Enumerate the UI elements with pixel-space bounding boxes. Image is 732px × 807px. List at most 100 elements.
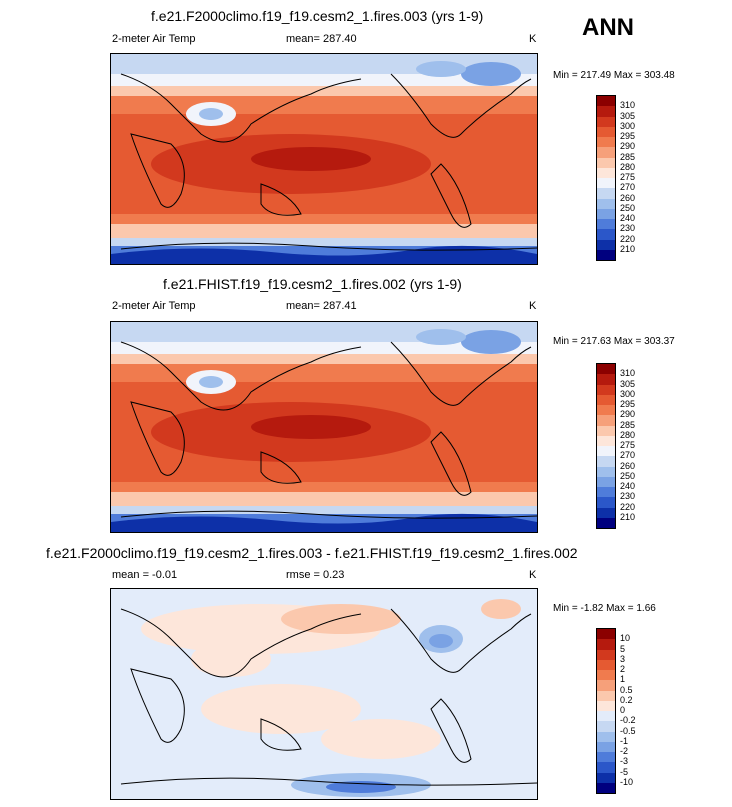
- colorbar-tick-label: 295: [620, 399, 636, 409]
- panel-3-map-svg: [111, 589, 537, 799]
- colorbar-swatch: [597, 680, 615, 691]
- colorbar-swatch: [597, 670, 615, 681]
- colorbar-swatch: [597, 456, 615, 467]
- colorbar-swatch: [597, 476, 615, 487]
- colorbar-tick-label: 10: [620, 633, 631, 644]
- colorbar-tick-label: -1: [620, 735, 629, 746]
- panel-2-colorbar: [596, 363, 616, 529]
- colorbar-swatch: [597, 415, 615, 426]
- colorbar-tick-label: 210: [620, 511, 636, 522]
- panel-3-map: [110, 588, 538, 800]
- panel-2-mean-label: mean= 287.41: [286, 300, 357, 312]
- colorbar-tick-label: 1: [620, 674, 626, 685]
- colorbar-tick-label: -0.5: [620, 725, 636, 736]
- colorbar-swatch: [597, 198, 615, 209]
- colorbar-tick-label: 0: [620, 705, 626, 715]
- colorbar-tick-label: 230: [620, 491, 636, 502]
- colorbar-swatch: [597, 229, 615, 240]
- colorbar-tick-label: -10: [620, 776, 634, 787]
- colorbar-tick-label: 3: [620, 653, 626, 664]
- colorbar-tick-label: 2: [620, 664, 626, 674]
- colorbar-swatch: [597, 405, 615, 416]
- colorbar-tick-label: 290: [620, 141, 636, 152]
- colorbar-tick-label: 310: [620, 368, 636, 379]
- panel-1-variable-label: 2-meter Air Temp: [112, 33, 196, 45]
- panel-2-minmax: Min = 217.63 Max = 303.37: [553, 336, 675, 347]
- colorbar-swatch: [597, 178, 615, 189]
- colorbar-tick-label: 0.5: [620, 684, 633, 695]
- colorbar-swatch: [597, 762, 615, 773]
- colorbar-swatch: [597, 497, 615, 508]
- colorbar-tick-label: 250: [620, 470, 636, 481]
- colorbar-tick-label: -3: [620, 756, 629, 767]
- panel-2-variable-label: 2-meter Air Temp: [112, 300, 196, 312]
- colorbar-tick-label: 300: [620, 388, 636, 399]
- colorbar-tick-label: 270: [620, 450, 636, 461]
- colorbar-tick-label: 240: [620, 481, 636, 491]
- panel-1-map-svg: [111, 54, 537, 264]
- colorbar-swatch: [597, 659, 615, 670]
- colorbar-swatch: [597, 517, 615, 528]
- colorbar-swatch: [597, 752, 615, 763]
- colorbar-swatch: [597, 116, 615, 127]
- colorbar-swatch: [597, 384, 615, 395]
- colorbar-tick-label: 310: [620, 100, 636, 111]
- panel-3-mean-label: mean = -0.01: [112, 569, 178, 581]
- colorbar-swatch: [597, 446, 615, 457]
- colorbar-swatch: [597, 772, 615, 783]
- colorbar-tick-label: 280: [620, 429, 636, 440]
- panel-1-map: [110, 53, 538, 265]
- colorbar-swatch: [597, 167, 615, 178]
- colorbar-swatch: [597, 466, 615, 477]
- panel-2-map: [110, 321, 538, 533]
- panel-3-minmax: Min = -1.82 Max = 1.66: [553, 603, 656, 614]
- colorbar-swatch: [597, 364, 615, 375]
- colorbar-swatch: [597, 374, 615, 385]
- colorbar-tick-label: 240: [620, 213, 636, 223]
- colorbar-tick-label: 275: [620, 440, 636, 450]
- colorbar-tick-label: 220: [620, 233, 636, 244]
- colorbar-tick-label: 295: [620, 131, 636, 141]
- panel-1-mean-label: mean= 287.40: [286, 33, 357, 45]
- colorbar-swatch: [597, 147, 615, 158]
- colorbar-swatch: [597, 629, 615, 640]
- panel-1-units-label: K: [529, 33, 537, 45]
- colorbar-swatch: [597, 394, 615, 405]
- panel-1-colorbar: [596, 95, 616, 261]
- colorbar-swatch: [597, 721, 615, 732]
- colorbar-tick-label: 285: [620, 419, 636, 430]
- panel-1-minmax: Min = 217.49 Max = 303.48: [553, 70, 675, 81]
- colorbar-tick-label: 260: [620, 192, 636, 203]
- colorbar-swatch: [597, 208, 615, 219]
- colorbar-tick-label: 285: [620, 151, 636, 162]
- panel-2-title: f.e21.FHIST.f19_f19.cesm2_1.fires.002 (y…: [163, 276, 462, 292]
- colorbar-swatch: [597, 219, 615, 230]
- colorbar-tick-label: 230: [620, 223, 636, 234]
- panel-3-title: f.e21.F2000climo.f19_f19.cesm2_1.fires.0…: [46, 545, 578, 561]
- colorbar-swatch: [597, 639, 615, 650]
- panel-3-colorbar: [596, 628, 616, 794]
- colorbar-tick-label: 210: [620, 243, 636, 254]
- panel-2-units-label: K: [529, 300, 537, 312]
- colorbar-swatch: [597, 188, 615, 199]
- colorbar-tick-label: -2: [620, 746, 629, 756]
- colorbar-tick-label: 280: [620, 161, 636, 172]
- colorbar-swatch: [597, 700, 615, 711]
- colorbar-swatch: [597, 782, 615, 793]
- colorbar-tick-label: -5: [620, 766, 629, 777]
- panel-3-units-label: K: [529, 569, 537, 581]
- colorbar-swatch: [597, 435, 615, 446]
- colorbar-tick-label: 220: [620, 501, 636, 512]
- colorbar-tick-label: 305: [620, 110, 636, 121]
- colorbar-tick-label: 260: [620, 460, 636, 471]
- panel-3-rmse-label: rmse = 0.23: [286, 569, 345, 581]
- panel-2-map-svg: [111, 322, 537, 532]
- colorbar-swatch: [597, 126, 615, 137]
- colorbar-swatch: [597, 157, 615, 168]
- colorbar-tick-label: -0.2: [620, 715, 636, 726]
- colorbar-tick-label: 275: [620, 172, 636, 182]
- colorbar-swatch: [597, 690, 615, 701]
- colorbar-swatch: [597, 649, 615, 660]
- season-label: ANN: [582, 14, 634, 41]
- colorbar-swatch: [597, 507, 615, 518]
